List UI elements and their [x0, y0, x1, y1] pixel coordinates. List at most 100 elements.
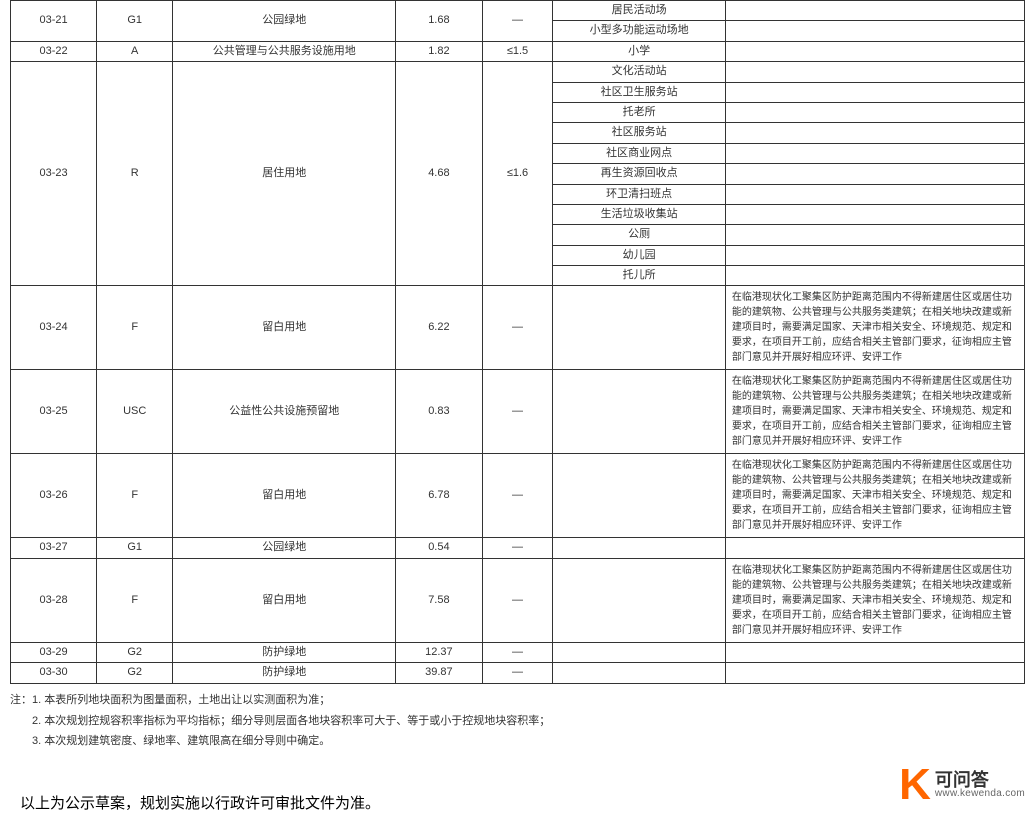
table-notes: 注：1. 本表所列地块面积为图量面积，土地出让以实测面积为准； 2. 本次规划控规…: [10, 690, 1025, 753]
cell-remarks: 在临港现状化工聚集区防护距离范围内不得新建居住区或居住功能的建筑物、公共管理与公…: [725, 286, 1024, 370]
footer-disclaimer: 以上为公示草案，规划实施以行政许可审批文件为准。: [10, 792, 1025, 813]
cell-code: A: [97, 41, 173, 61]
table-row: 03-23R居住用地4.68≤1.6文化活动站: [11, 62, 1025, 82]
table-row: 03-28F留白用地7.58—在临港现状化工聚集区防护距离范围内不得新建居住区或…: [11, 558, 1025, 642]
cell-facility: 托老所: [553, 102, 725, 122]
cell-facility: 小学: [553, 41, 725, 61]
cell-area: 6.78: [396, 454, 482, 538]
cell-area: 12.37: [396, 642, 482, 662]
cell-usage: 留白用地: [173, 454, 396, 538]
cell-facility: 公厕: [553, 225, 725, 245]
table-row: 03-26F留白用地6.78— 在临港现状化工聚集区防护距离范围内不得新建居住区或…: [11, 454, 1025, 538]
table-row: 03-29G2防护绿地12.37—: [11, 642, 1025, 662]
cell-area: 1.68: [396, 1, 482, 42]
cell-facility: [553, 370, 725, 454]
cell-id: 03-26: [11, 454, 97, 538]
table-row: 03-25USC公益性公共设施预留地0.83—在临港现状化工聚集区防护距离范围内…: [11, 370, 1025, 454]
cell-ratio: ≤1.6: [482, 62, 553, 286]
table-row: 03-27G1公园绿地0.54—: [11, 538, 1025, 558]
cell-usage: 留白用地: [173, 286, 396, 370]
cell-remarks: [725, 642, 1024, 662]
cell-remarks: [725, 82, 1024, 102]
cell-facility: [553, 642, 725, 662]
cell-id: 03-22: [11, 41, 97, 61]
cell-usage: 防护绿地: [173, 642, 396, 662]
cell-facility: 幼儿园: [553, 245, 725, 265]
cell-area: 0.54: [396, 538, 482, 558]
cell-area: 6.22: [396, 286, 482, 370]
cell-area: 7.58: [396, 558, 482, 642]
cell-id: 03-23: [11, 62, 97, 286]
notes-prefix: 注：: [10, 694, 32, 706]
cell-id: 03-25: [11, 370, 97, 454]
cell-usage: 公益性公共设施预留地: [173, 370, 396, 454]
note-item: 3. 本次规划建筑密度、绿地率、建筑限高在细分导则中确定。: [32, 735, 330, 747]
cell-remarks: [725, 143, 1024, 163]
cell-remarks: [725, 102, 1024, 122]
table-row: 03-22A公共管理与公共服务设施用地1.82≤1.5小学: [11, 41, 1025, 61]
cell-code: G1: [97, 538, 173, 558]
cell-remarks: [725, 1, 1024, 21]
cell-remarks: [725, 538, 1024, 558]
cell-usage: 公园绿地: [173, 538, 396, 558]
cell-code: USC: [97, 370, 173, 454]
cell-ratio: —: [482, 454, 553, 538]
cell-ratio: —: [482, 286, 553, 370]
cell-facility: 托儿所: [553, 266, 725, 286]
cell-facility: 文化活动站: [553, 62, 725, 82]
cell-code: G2: [97, 642, 173, 662]
cell-code: F: [97, 286, 173, 370]
cell-facility: 社区卫生服务站: [553, 82, 725, 102]
cell-facility: [553, 558, 725, 642]
cell-facility: [553, 538, 725, 558]
site-logo: K 可问答 www.kewenda.com: [899, 763, 1025, 807]
cell-remarks: [725, 123, 1024, 143]
cell-area: 1.82: [396, 41, 482, 61]
cell-remarks: [725, 62, 1024, 82]
cell-remarks: [725, 266, 1024, 286]
cell-facility: [553, 286, 725, 370]
cell-facility: 生活垃圾收集站: [553, 204, 725, 224]
cell-id: 03-24: [11, 286, 97, 370]
logo-letter-icon: K: [899, 763, 931, 807]
cell-remarks: 在临港现状化工聚集区防护距离范围内不得新建居住区或居住功能的建筑物、公共管理与公…: [725, 558, 1024, 642]
cell-remarks: [725, 225, 1024, 245]
cell-remarks: [725, 204, 1024, 224]
cell-ratio: —: [482, 1, 553, 42]
cell-facility: 居民活动场: [553, 1, 725, 21]
note-item: 1. 本表所列地块面积为图量面积，土地出让以实测面积为准；: [32, 694, 330, 706]
note-item: 2. 本次规划控规容积率指标为平均指标；细分导则层面各地块容积率可大于、等于或小…: [32, 715, 550, 727]
cell-facility: 环卫清扫班点: [553, 184, 725, 204]
cell-area: 4.68: [396, 62, 482, 286]
table-row: 03-24F留白用地6.22— 在临港现状化工聚集区防护距离范围内不得新建居住区或…: [11, 286, 1025, 370]
cell-ratio: ≤1.5: [482, 41, 553, 61]
cell-remarks: [725, 245, 1024, 265]
cell-usage: 公园绿地: [173, 1, 396, 42]
cell-remarks: [725, 663, 1024, 683]
cell-remarks: [725, 21, 1024, 41]
land-use-table: 03-21G1公园绿地1.68—居民活动场小型多功能运动场地03-22A公共管理…: [10, 0, 1025, 684]
cell-usage: 居住用地: [173, 62, 396, 286]
cell-remarks: [725, 164, 1024, 184]
cell-area: 39.87: [396, 663, 482, 683]
cell-code: G1: [97, 1, 173, 42]
cell-facility: 社区服务站: [553, 123, 725, 143]
cell-usage: 留白用地: [173, 558, 396, 642]
cell-facility: [553, 454, 725, 538]
cell-ratio: —: [482, 663, 553, 683]
cell-code: F: [97, 454, 173, 538]
cell-usage: 防护绿地: [173, 663, 396, 683]
cell-id: 03-30: [11, 663, 97, 683]
cell-remarks: 在临港现状化工聚集区防护距离范围内不得新建居住区或居住功能的建筑物、公共管理与公…: [725, 454, 1024, 538]
cell-ratio: —: [482, 558, 553, 642]
cell-facility: 再生资源回收点: [553, 164, 725, 184]
cell-code: R: [97, 62, 173, 286]
cell-facility: 社区商业网点: [553, 143, 725, 163]
cell-id: 03-29: [11, 642, 97, 662]
cell-code: G2: [97, 663, 173, 683]
cell-remarks: 在临港现状化工聚集区防护距离范围内不得新建居住区或居住功能的建筑物、公共管理与公…: [725, 370, 1024, 454]
logo-url-text: www.kewenda.com: [935, 789, 1025, 799]
cell-remarks: [725, 184, 1024, 204]
cell-code: F: [97, 558, 173, 642]
table-row: 03-21G1公园绿地1.68—居民活动场: [11, 1, 1025, 21]
